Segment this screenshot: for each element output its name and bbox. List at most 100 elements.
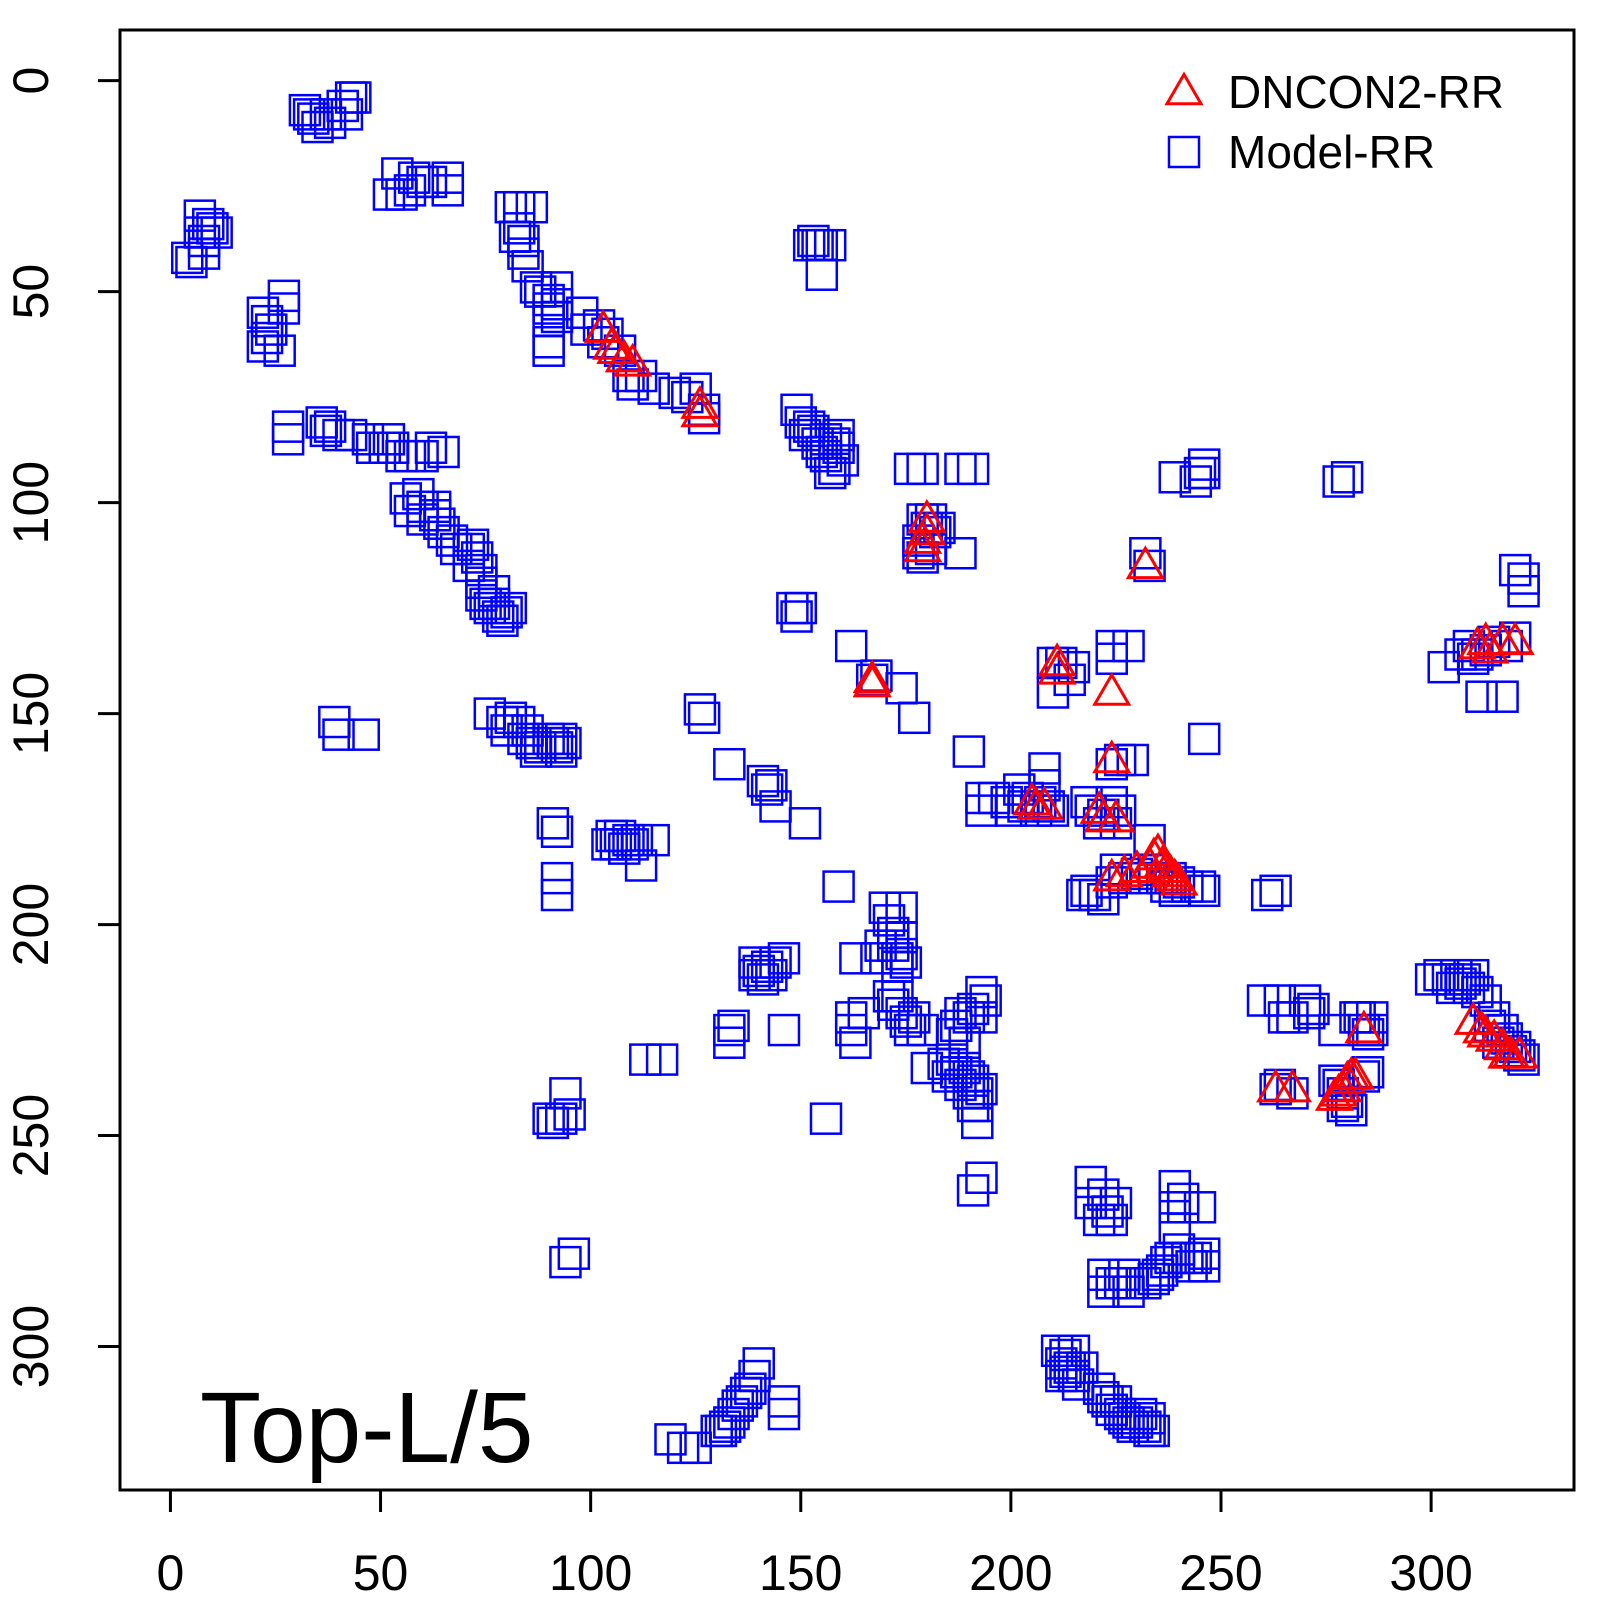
model-rr-point [196, 212, 229, 245]
model-rr-point [1356, 1013, 1389, 1047]
model-rr-point [822, 431, 855, 464]
model-rr-point [347, 718, 380, 751]
model-rr-point [948, 1051, 981, 1085]
y-tick-label: 200 [3, 883, 59, 966]
x-tick-label: 200 [969, 1545, 1052, 1600]
model-rr-point [956, 1174, 990, 1207]
model-rr-point [1507, 574, 1540, 608]
model-rr-point [322, 718, 355, 751]
model-rr-point [1082, 1372, 1116, 1405]
dncon2-rr-point [592, 325, 632, 360]
x-tick-label: 100 [549, 1545, 632, 1600]
model-rr-point [1297, 992, 1330, 1026]
model-rr-point [1028, 752, 1061, 785]
model-rr-point [717, 1009, 750, 1043]
model-rr-point [1461, 975, 1494, 1009]
plot-points [170, 81, 1540, 1465]
model-rr-point [822, 870, 855, 903]
model-rr-point [708, 1410, 742, 1443]
model-rr-point [494, 591, 528, 625]
model-rr-point [549, 1245, 582, 1279]
model-rr-point [351, 423, 385, 456]
y-tick-label: 250 [3, 1094, 59, 1177]
model-rr-point [759, 946, 792, 979]
model-rr-point [566, 296, 599, 329]
model-rr-point [629, 1043, 662, 1076]
model-rr-point [713, 1406, 746, 1439]
model-rr-point [931, 1060, 965, 1093]
model-rr-point [1078, 878, 1112, 912]
model-rr-point [170, 241, 204, 275]
model-rr-point [406, 503, 439, 536]
model-rr-point [755, 958, 788, 992]
model-rr-point [1129, 1410, 1162, 1443]
model-rr-point [956, 452, 990, 486]
model-rr-point [809, 439, 843, 473]
model-rr-point [1120, 1406, 1154, 1439]
model-rr-point [725, 1385, 759, 1418]
model-rr-point [540, 731, 574, 764]
model-rr-point [486, 705, 519, 739]
model-rr-point [540, 878, 574, 912]
model-rr-point [431, 174, 465, 207]
model-rr-point [435, 524, 469, 557]
model-rr-point [1259, 874, 1292, 908]
model-rr-point [519, 271, 553, 304]
model-rr-point [965, 1161, 998, 1194]
model-rr-point [406, 439, 439, 473]
model-rr-point [1066, 1351, 1099, 1384]
dncon2-rr-point [1466, 1013, 1506, 1048]
model-rr-point [780, 393, 813, 427]
dncon2-rr-point [1470, 629, 1510, 664]
model-rr-point [1099, 1385, 1133, 1418]
model-rr-point [645, 1043, 679, 1076]
dncon2-rr-point [1457, 625, 1497, 660]
legend-label: Model-RR [1228, 126, 1435, 178]
dncon2-rr-point [1155, 857, 1195, 892]
model-rr-point [473, 591, 507, 625]
model-rr-point [1452, 971, 1486, 1005]
model-rr-point [1129, 1266, 1162, 1300]
x-tick-label: 300 [1389, 1545, 1472, 1600]
dncon2-rr-point [1037, 642, 1077, 677]
model-rr-point [797, 224, 830, 258]
model-rr-point [397, 161, 431, 194]
model-rr-point [1179, 465, 1213, 498]
model-rr-point [393, 174, 427, 207]
model-rr-point [309, 98, 343, 131]
dncon2-rr-point [1096, 798, 1136, 833]
dncon2-rr-point [1499, 1034, 1539, 1069]
model-rr-point [818, 427, 851, 460]
model-rr-point [1099, 1186, 1133, 1220]
model-rr-point [813, 228, 847, 262]
model-rr-point [511, 250, 544, 283]
dncon2-rr-point [1012, 781, 1052, 816]
dncon2-rr-point [1092, 671, 1132, 706]
model-rr-point [1087, 1178, 1120, 1211]
dncon2-rr-point [1092, 857, 1132, 892]
model-rr-point [713, 747, 746, 781]
dncon2-rr-point [1092, 739, 1132, 774]
model-rr-point [183, 199, 217, 232]
model-rr-point [1440, 958, 1473, 992]
dncon2-rr-point [1146, 849, 1186, 883]
model-rr-point [502, 212, 536, 245]
model-rr-point [683, 693, 717, 726]
model-rr-point [734, 1372, 767, 1405]
model-rr-point [767, 1013, 801, 1047]
dncon2-rr-point [1335, 1055, 1376, 1090]
model-rr-point [944, 536, 977, 570]
x-tick-label: 50 [353, 1545, 409, 1600]
model-rr-point [1456, 958, 1490, 992]
model-rr-point [490, 714, 523, 747]
dncon2-rr-point [1142, 844, 1182, 879]
y-tick-label: 150 [3, 672, 59, 755]
model-rr-point [200, 216, 233, 249]
model-rr-point [885, 920, 918, 954]
model-rr-point [515, 190, 549, 224]
legend-item: Model-RR [1167, 126, 1435, 178]
model-rr-point [809, 1102, 843, 1135]
model-rr-point [717, 1397, 750, 1431]
model-rr-point [599, 828, 633, 861]
